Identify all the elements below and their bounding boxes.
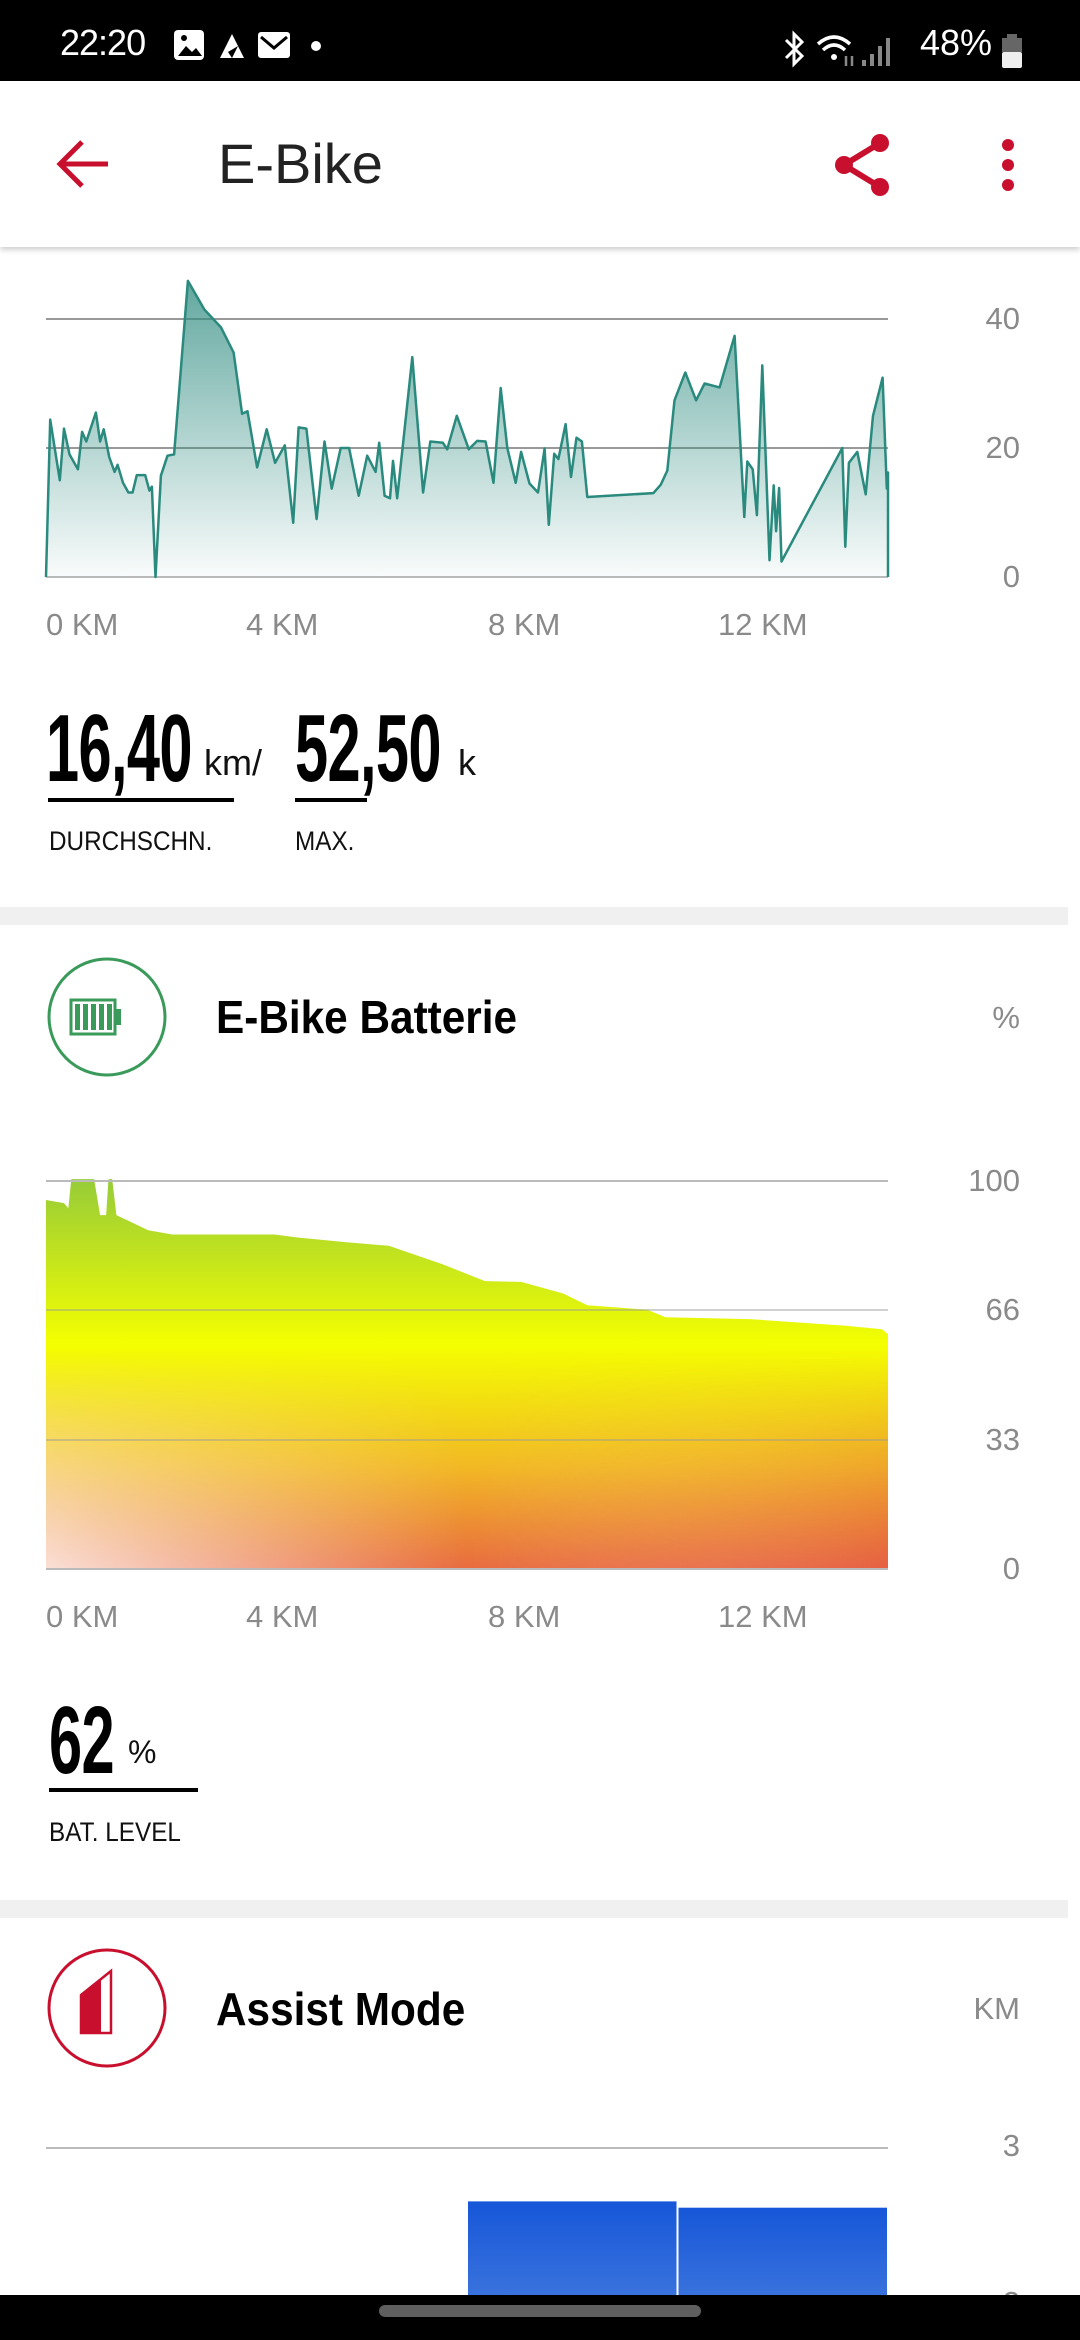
battery-section-title: E-Bike Batterie [216, 991, 518, 1043]
back-button[interactable] [56, 138, 112, 190]
x-tick-label: 0 KM [46, 1599, 119, 1634]
battery-chart [46, 1179, 888, 1570]
x-tick-label: 8 KM [488, 1599, 561, 1634]
status-bar: 22:20 48% [0, 0, 1080, 81]
more-vert-icon [1002, 139, 1014, 191]
battery-full-icon [69, 998, 121, 1036]
max-speed-unit: k [458, 742, 476, 783]
gallery-icon [174, 30, 204, 60]
battery-section-icon [47, 957, 167, 1077]
strava-icon [220, 34, 244, 58]
avg-speed-value: 16,40 [46, 695, 192, 802]
x-tick-label: 4 KM [246, 1599, 319, 1634]
avg-underline [48, 798, 234, 802]
more-options-button[interactable] [998, 137, 1018, 193]
assist-unit: KM [973, 1991, 1021, 2026]
share-button[interactable] [832, 133, 896, 197]
y-tick-label: 0 [1002, 559, 1020, 594]
speed-area [46, 280, 888, 577]
arrow-left-icon [56, 140, 108, 188]
battery-percentage: 48% [920, 22, 993, 63]
wifi-icon [816, 35, 854, 66]
mail-icon [258, 32, 290, 58]
assist-section-title: Assist Mode [216, 1983, 466, 2035]
y-tick-label: 100 [968, 1163, 1020, 1198]
y-tick-label: 33 [985, 1422, 1020, 1457]
x-tick-label: 12 KM [718, 607, 808, 642]
y-tick-label: 66 [985, 1292, 1020, 1327]
x-tick-label: 8 KM [488, 607, 561, 642]
battery-level-unit: % [128, 1734, 157, 1770]
status-time: 22:20 [60, 22, 146, 63]
section-divider [0, 907, 1068, 925]
assist-level-icon [79, 1968, 113, 2035]
page-title: E-Bike [218, 132, 383, 195]
app-bar: E-Bike [0, 81, 1080, 247]
x-tick-label: 4 KM [246, 607, 319, 642]
battery-level-label: BAT. LEVEL [49, 1817, 181, 1847]
dot-icon [311, 41, 321, 51]
battery-unit: % [992, 1000, 1020, 1035]
home-gesture-handle[interactable] [379, 2305, 701, 2317]
share-icon [835, 134, 889, 196]
system-icons [784, 30, 890, 68]
assist-section-icon [47, 1948, 167, 2068]
navigation-bar [0, 2295, 1080, 2340]
battery-icon [1002, 34, 1022, 68]
max-speed-value: 52,50 [295, 695, 441, 802]
max-underline [295, 798, 367, 802]
speed-chart [44, 279, 890, 579]
y-tick-label: 40 [985, 301, 1020, 336]
section-divider [0, 1900, 1068, 1918]
bluetooth-icon [784, 30, 805, 68]
signal-icon [862, 38, 890, 66]
x-tick-label: 12 KM [718, 1599, 808, 1634]
avg-speed-label: DURCHSCHN. [49, 826, 213, 856]
y-tick-label: 20 [985, 430, 1020, 465]
avg-speed-unit: km/ [204, 742, 262, 783]
y-tick-label: 3 [1002, 2128, 1020, 2163]
battery-level-value: 62 [49, 1687, 115, 1794]
y-tick-label: 0 [1002, 1551, 1020, 1586]
battery-underline [49, 1788, 198, 1792]
x-tick-label: 0 KM [46, 607, 119, 642]
max-speed-label: MAX. [295, 826, 355, 856]
notification-icons [174, 30, 321, 60]
speed-line [44, 279, 890, 579]
